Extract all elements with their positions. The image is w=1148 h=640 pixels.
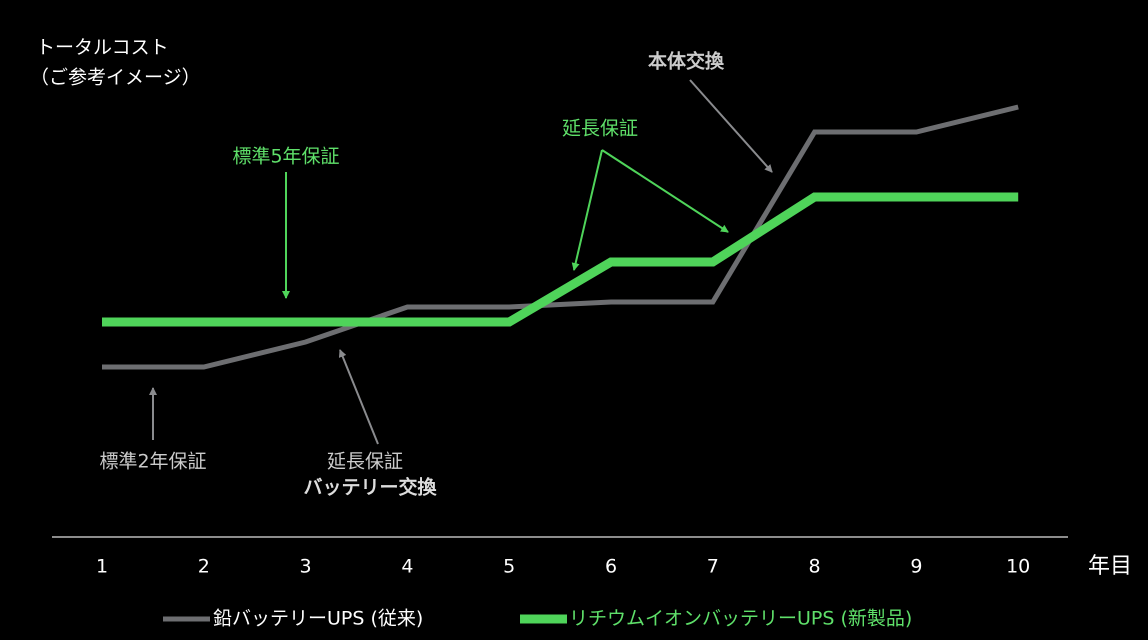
- arrow: [689, 79, 773, 173]
- arrow: [601, 149, 729, 233]
- annotation: 延長保証: [327, 451, 403, 473]
- x-tick-label: 1: [96, 556, 108, 578]
- legend-label: リチウムイオンバッテリーUPS (新製品): [569, 608, 912, 630]
- x-tick-label: 4: [401, 556, 413, 578]
- x-tick-label: 3: [300, 556, 312, 578]
- y-label: トータルコスト: [36, 37, 169, 59]
- x-label: 年目: [1088, 554, 1132, 579]
- x-tick-label: 2: [198, 556, 210, 578]
- x-tick-label: 9: [910, 556, 922, 578]
- legend-label: 鉛バッテリーUPS (従来): [213, 608, 423, 630]
- x-tick-label: 5: [503, 556, 515, 578]
- annotation: 本体交換: [648, 50, 725, 73]
- arrow: [338, 349, 379, 445]
- annotation: 標準2年保証: [99, 451, 206, 473]
- y-label: （ご参考イメージ）: [30, 67, 201, 89]
- annotation: 標準5年保証: [232, 146, 339, 168]
- x-tick-label: 8: [809, 556, 821, 578]
- arrows: [149, 79, 773, 445]
- x-tick-label: 7: [707, 556, 719, 578]
- series-line: [102, 104, 1019, 370]
- x-tick-label: 6: [605, 556, 617, 578]
- annotation: 延長保証: [562, 118, 638, 140]
- annotation: バッテリー交換: [303, 476, 437, 499]
- series-line: [102, 192, 1019, 327]
- arrow: [571, 149, 603, 271]
- x-tick-label: 10: [1006, 556, 1030, 578]
